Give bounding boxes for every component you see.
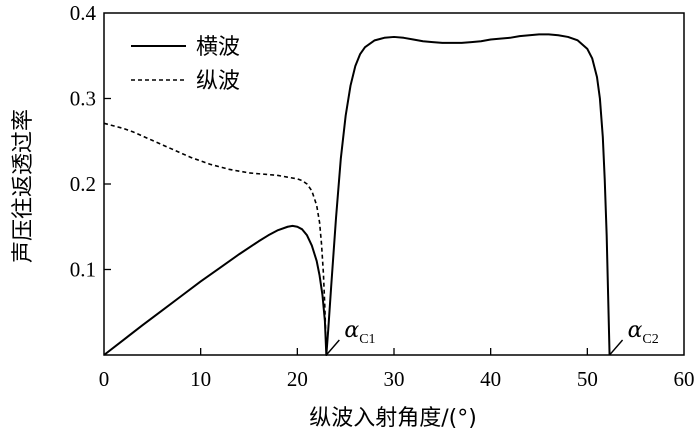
legend-label: 纵波 (196, 69, 240, 94)
x-tick-label: 50 (577, 367, 598, 391)
x-tick-label: 20 (287, 367, 308, 391)
legend-label: 横波 (196, 35, 240, 60)
plot-frame (103, 12, 685, 356)
x-axis-title: 纵波入射角度/(°) (309, 406, 477, 431)
y-tick-label: 0.1 (70, 258, 96, 282)
critical-angle-pointer (609, 339, 624, 356)
series-transverse-line (103, 33, 611, 356)
plot-border (103, 12, 685, 356)
y-tick-label: 0.2 (70, 172, 96, 196)
y-tick-label: 0.3 (70, 87, 96, 111)
annotation-layer: αC1 αC2 (325, 318, 659, 356)
critical-angle-label: αC1 (344, 318, 375, 347)
critical-angle-label: αC2 (628, 318, 659, 347)
x-tick-label: 0 (99, 367, 110, 391)
ticks-layer: 0 10 20 30 40 50 60 0.1 0.2 0.3 0.4 (70, 1, 695, 391)
x-tick-label: 30 (384, 367, 405, 391)
series-longitudinal-line (103, 122, 328, 356)
x-tick-label: 40 (480, 367, 501, 391)
critical-angle-pointer (325, 339, 340, 356)
x-tick-label: 60 (674, 367, 695, 391)
y-axis-title: 声压往返透过率 (11, 109, 36, 263)
y-tick-label: 0.4 (70, 1, 97, 25)
series-layer (103, 33, 611, 356)
x-tick-label: 10 (190, 367, 211, 391)
